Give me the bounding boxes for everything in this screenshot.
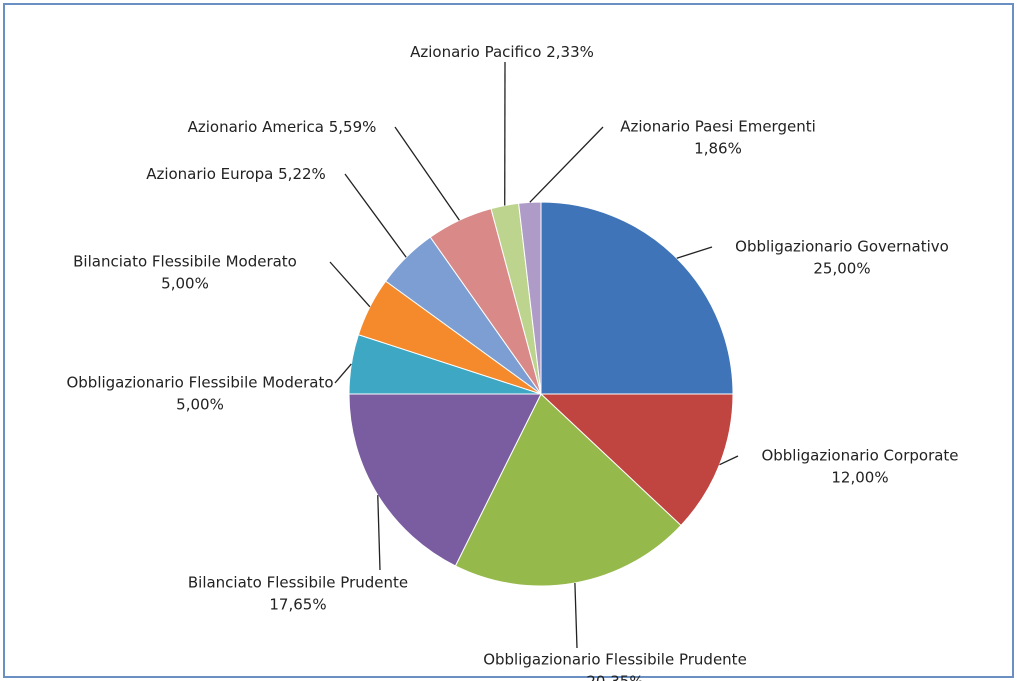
leader-line <box>529 126 604 203</box>
leader-line <box>329 261 371 308</box>
leader-line <box>676 246 713 259</box>
slice-value-label: 12,00% <box>831 469 888 487</box>
slice-label: Obbligazionario Flessibile Moderato <box>66 374 333 392</box>
slice-label: Azionario Europa 5,22% <box>146 165 326 183</box>
slice-value-label: 5,00% <box>176 396 224 414</box>
slice-value-label: 5,00% <box>161 275 209 293</box>
leader-line <box>344 173 407 258</box>
slice-value-label: 25,00% <box>813 260 870 278</box>
slice-value-label: 5,59% <box>329 118 377 136</box>
slice-label: Azionario America 5,59% <box>188 118 377 136</box>
leader-line <box>574 582 578 649</box>
leader-line <box>394 126 460 221</box>
slice-label: Bilanciato Flessibile Moderato <box>73 253 297 271</box>
slice-name: Azionario Pacifico <box>410 43 541 61</box>
pie-slice <box>540 201 734 395</box>
slice-label: Azionario Paesi Emergenti <box>620 118 816 136</box>
slice-label: Bilanciato Flessibile Prudente <box>188 574 408 592</box>
leader-line <box>719 455 739 466</box>
slice-label: Obbligazionario Corporate <box>761 447 958 465</box>
slice-label: Obbligazionario Governativo <box>735 238 949 256</box>
slice-value-label: 2,33% <box>546 43 594 61</box>
leader-line <box>334 363 352 384</box>
pie-slice <box>539 393 734 527</box>
slice-value-label: 1,86% <box>694 140 742 158</box>
pie-slice <box>348 393 542 567</box>
slice-label: Azionario Pacifico 2,33% <box>410 43 594 61</box>
slice-name: Azionario America <box>188 118 324 136</box>
slice-value-label: 5,22% <box>278 165 326 183</box>
slice-label: Obbligazionario Flessibile Prudente <box>483 651 747 669</box>
slice-value-label: 20,35% <box>586 673 643 681</box>
leader-line <box>377 495 381 571</box>
pie-slice <box>454 393 682 587</box>
slice-value-label: 17,65% <box>269 596 326 614</box>
slice-name: Azionario Europa <box>146 165 273 183</box>
